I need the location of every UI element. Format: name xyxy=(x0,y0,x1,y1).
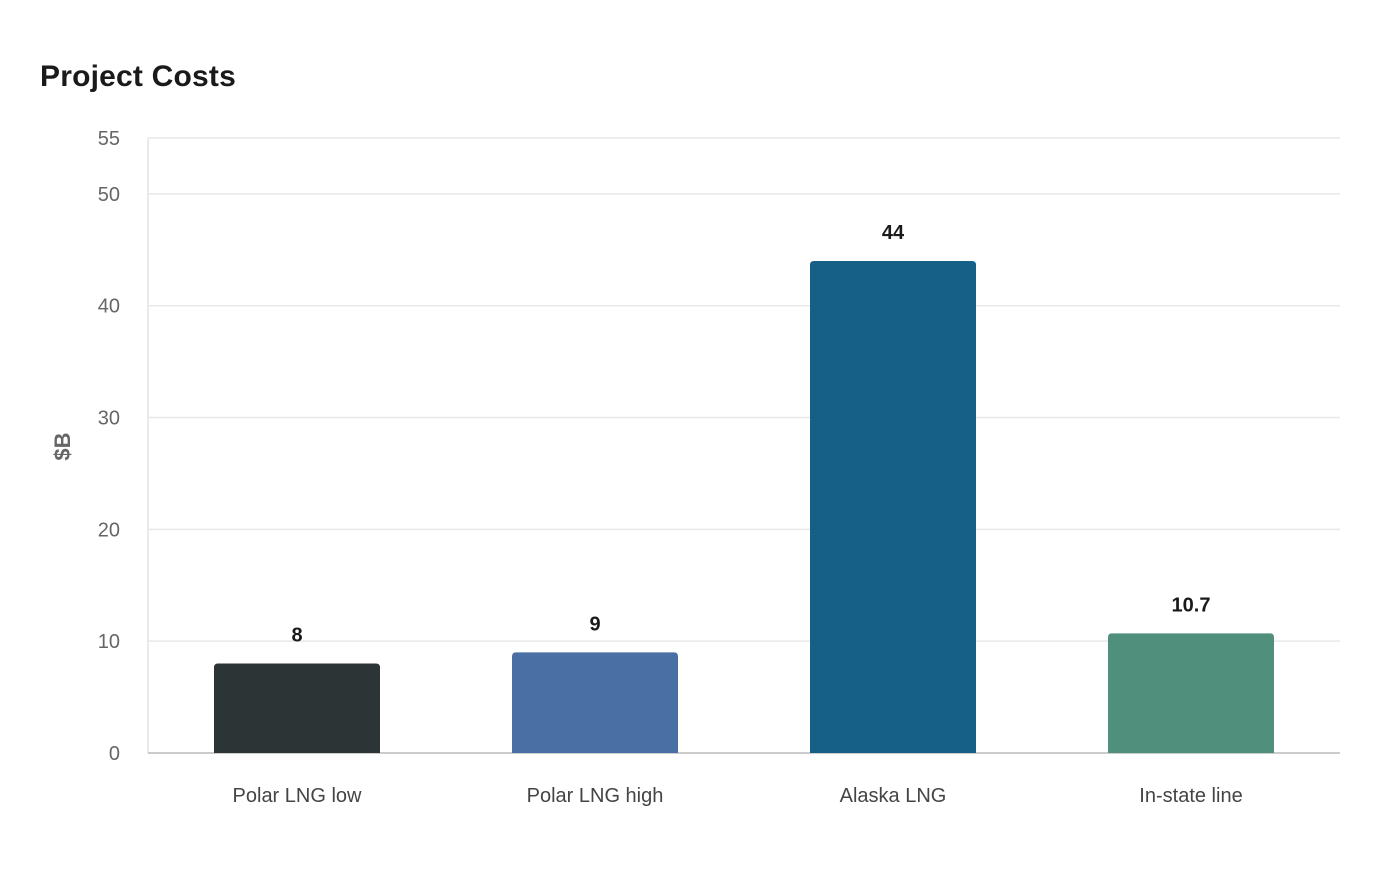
y-tick-label: 0 xyxy=(109,743,120,765)
x-tick-label: In-state line xyxy=(1139,785,1242,807)
x-tick-label: Polar LNG high xyxy=(527,785,664,807)
bar-in-state-line xyxy=(1108,633,1274,753)
y-tick-label: 40 xyxy=(98,296,120,318)
bar-polar-lng-low xyxy=(214,663,380,753)
bar-polar-lng-high xyxy=(512,652,678,753)
y-tick-label: 55 xyxy=(98,128,120,150)
data-label: 8 xyxy=(291,625,302,647)
data-label: 10.7 xyxy=(1172,594,1211,616)
data-label: 9 xyxy=(589,613,600,635)
x-tick-label: Polar LNG low xyxy=(233,785,362,807)
x-tick-label: Alaska LNG xyxy=(840,785,947,807)
chart-title: Project Costs xyxy=(40,60,236,93)
y-tick-label: 20 xyxy=(98,519,120,541)
bars xyxy=(214,261,1274,753)
y-tick-label: 30 xyxy=(98,408,120,430)
grid-lines xyxy=(148,137,1340,642)
y-tick-label: 50 xyxy=(98,184,120,206)
bar-alaska-lng xyxy=(810,261,976,753)
data-label: 44 xyxy=(882,222,905,244)
labels: 8 Polar LNG low 9 Polar LNG high 44 Alaska LN… xyxy=(233,222,1243,807)
y-tick-label: 10 xyxy=(98,631,120,653)
y-axis-title: $B xyxy=(50,432,75,460)
